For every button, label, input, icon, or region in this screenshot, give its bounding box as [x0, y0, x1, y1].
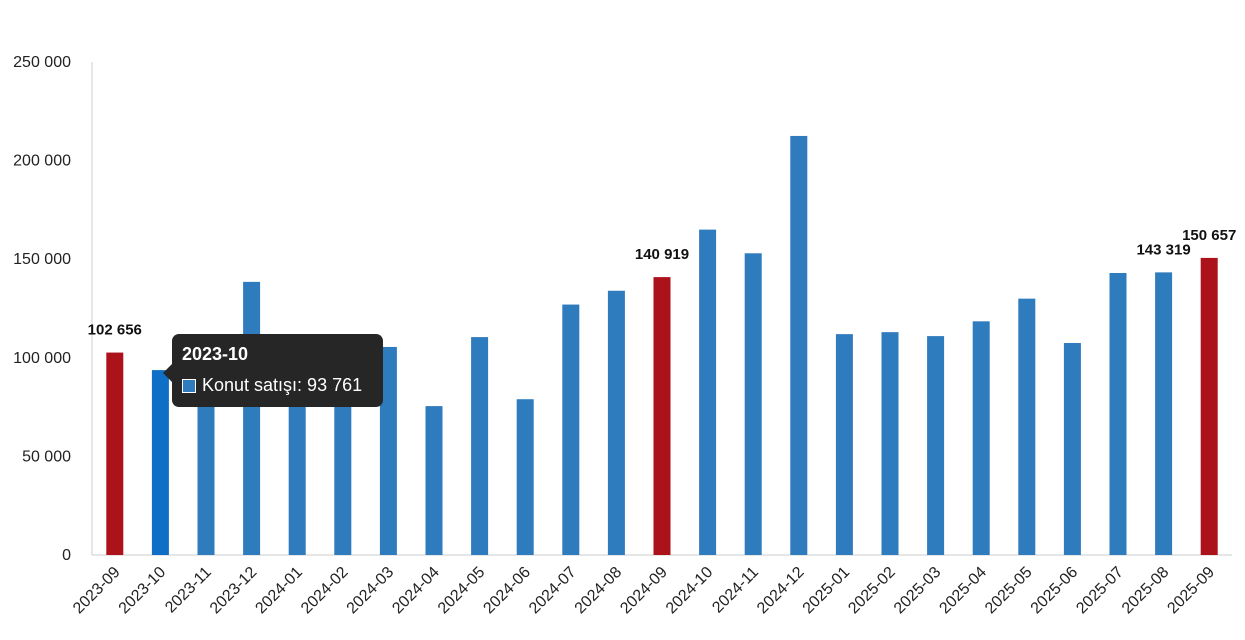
bar-2024-02[interactable]	[334, 369, 352, 555]
bar-2025-01[interactable]	[835, 334, 853, 555]
tooltip-series-swatch	[182, 378, 196, 393]
bar-2024-06[interactable]	[516, 399, 534, 555]
x-tick-label: 2024-12	[754, 564, 808, 618]
data-label-2024-09: 140 919	[635, 246, 689, 263]
bar-2024-07[interactable]	[562, 304, 580, 555]
bar-2025-02[interactable]	[881, 332, 899, 555]
x-tick-label: 2023-12	[207, 564, 261, 618]
bar-2025-03[interactable]	[927, 336, 945, 555]
x-tick-label: 2025-05	[982, 564, 1036, 618]
bar-2025-05[interactable]	[1018, 298, 1036, 555]
bar-2023-11[interactable]	[197, 370, 215, 555]
x-tick-label: 2023-09	[70, 564, 124, 618]
x-tick-label: 2024-11	[709, 564, 762, 617]
x-tick-label: 2023-10	[116, 564, 170, 618]
tooltip-value: Konut satışı: 93 761	[202, 375, 363, 395]
x-tick-label: 2024-10	[663, 564, 717, 618]
tooltip-title: 2023-10	[182, 344, 249, 364]
bar-2024-08[interactable]	[607, 290, 625, 555]
bar-2023-09[interactable]	[106, 352, 124, 555]
bar-2025-06[interactable]	[1063, 343, 1081, 555]
x-tick-label: 2023-11	[162, 564, 215, 617]
x-tick-label: 2025-01	[800, 564, 854, 618]
x-tick-label: 2025-07	[1073, 564, 1127, 618]
bar-2025-07[interactable]	[1109, 273, 1127, 555]
x-tick-label: 2025-03	[891, 564, 945, 618]
x-tick-label: 2024-05	[435, 564, 489, 618]
y-tick-label: 50 000	[22, 448, 71, 465]
x-tick-label: 2024-03	[344, 564, 398, 618]
y-tick-label: 250 000	[13, 54, 71, 71]
bars	[106, 135, 1218, 555]
x-tick-label: 2025-06	[1028, 564, 1082, 618]
data-label-2025-09: 150 657	[1182, 227, 1236, 244]
bar-2025-08[interactable]	[1155, 272, 1173, 555]
bar-2023-12[interactable]	[243, 281, 261, 555]
x-tick-label: 2025-04	[936, 564, 990, 618]
tooltip-row: Konut satışı: 93 761	[182, 375, 373, 396]
bar-2025-09[interactable]	[1200, 257, 1218, 555]
x-tick-label: 2024-02	[298, 564, 352, 618]
x-tick-label: 2024-08	[572, 564, 626, 618]
chart-tooltip: 2023-10 Konut satışı: 93 761	[163, 334, 383, 407]
y-tick-label: 100 000	[13, 350, 71, 367]
x-tick-label: 2024-09	[617, 564, 671, 618]
x-tick-label: 2024-04	[389, 564, 443, 618]
x-tick-label: 2025-09	[1164, 564, 1218, 618]
bar-2024-10[interactable]	[699, 229, 717, 555]
data-label-2023-09: 102 656	[88, 322, 142, 339]
bar-2024-03[interactable]	[379, 346, 397, 555]
x-tick-label: 2025-08	[1119, 564, 1173, 618]
bar-2024-04[interactable]	[425, 406, 443, 555]
bar-2024-01[interactable]	[288, 393, 306, 555]
x-tick-label: 2024-01	[252, 564, 306, 618]
y-tick-label: 200 000	[13, 153, 71, 170]
bar-2024-05[interactable]	[471, 337, 489, 555]
bar-2024-11[interactable]	[744, 253, 762, 555]
x-axis: 2023-092023-102023-112023-122024-012024-…	[70, 554, 1232, 618]
bar-2023-10[interactable]	[151, 370, 169, 555]
bar-2024-12[interactable]	[790, 135, 808, 555]
y-axis: 0 50 000 100 000 150 000 200 000 250 000	[13, 54, 93, 564]
x-tick-label: 2025-02	[845, 564, 899, 618]
x-tick-label: 2024-07	[526, 564, 580, 618]
x-tick-label: 2024-06	[480, 564, 534, 618]
y-tick-label: 150 000	[13, 251, 71, 268]
y-tick-label: 0	[62, 547, 71, 564]
bar-2024-09[interactable]	[653, 277, 671, 555]
data-label-2025-08: 143 319	[1136, 241, 1190, 258]
bar-2025-04[interactable]	[972, 321, 990, 555]
